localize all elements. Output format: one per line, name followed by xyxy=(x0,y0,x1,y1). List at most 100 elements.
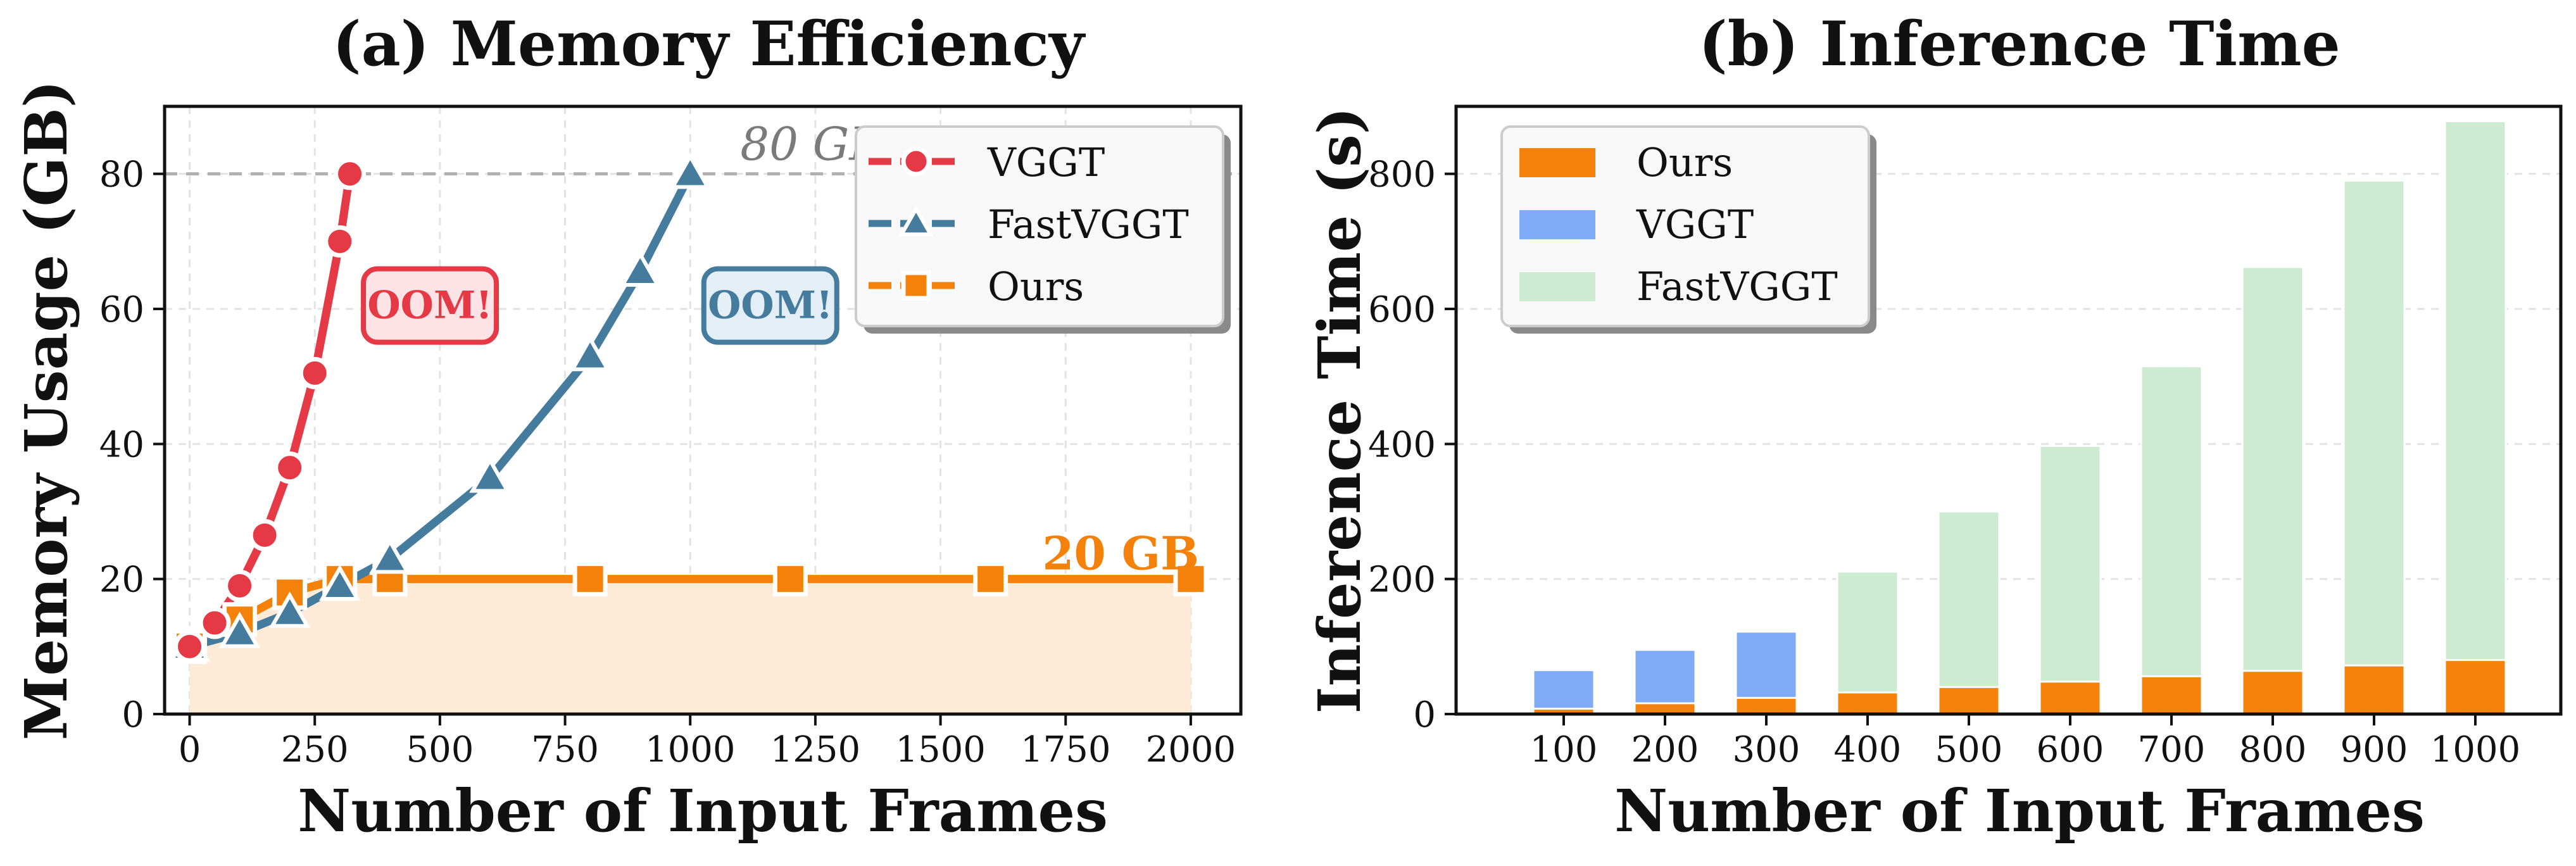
x-tick-label: 2000 xyxy=(1146,729,1236,770)
chart-a-y-ticks: 0 20 40 60 80 xyxy=(99,154,165,736)
data-point-vggt xyxy=(173,630,206,663)
chart-a-x-ticks: 0 250 500 750 1000 1250 1500 1750 2000 xyxy=(179,714,1236,770)
bar-ours xyxy=(1836,691,1899,715)
data-point-vggt xyxy=(334,158,367,191)
data-point-fastvggt xyxy=(669,153,712,189)
bar-ours xyxy=(1633,702,1697,715)
oom-badge-fastvggt-text: OOM! xyxy=(708,284,832,328)
data-point-fastvggt xyxy=(619,250,661,287)
bar-fastvggt xyxy=(2444,120,2507,715)
oom-badge-fastvggt-box xyxy=(701,266,839,345)
legend-b-swatch-fastvggt xyxy=(1519,272,1595,301)
bar-fastvggt xyxy=(2241,266,2304,715)
chart-b-title: (b) Inference Time xyxy=(1699,8,2340,80)
data-point-vggt xyxy=(298,356,331,389)
data-point-vggt xyxy=(223,569,256,602)
bar-fastvggt xyxy=(2342,179,2406,715)
oom-badge-vggt-text: OOM! xyxy=(367,284,492,328)
legend-a-item-ours xyxy=(869,270,964,301)
chart-a-ylabel: Memory Usage (GB) xyxy=(12,80,80,741)
x-tick-label: 0 xyxy=(179,729,201,770)
chart-a: (a) Memory Efficiency 0 250 500 750 1000 1250… xyxy=(12,8,1243,845)
chart-b-ylabel: Inference Time (s) xyxy=(1305,107,1374,714)
bar-ours xyxy=(1735,696,1798,715)
legend-a-label-ours: Ours xyxy=(988,263,1084,310)
data-point-vggt xyxy=(248,518,281,551)
x-tick-label: 1250 xyxy=(770,729,861,770)
bar-fastvggt xyxy=(2039,445,2102,715)
x-tick-label: 100 xyxy=(1530,729,1598,770)
x-tick-label: 600 xyxy=(2037,729,2104,770)
oom-badge-vggt-box xyxy=(361,266,499,345)
y-tick-label: 0 xyxy=(122,694,144,736)
x-tick-label: 700 xyxy=(2138,729,2206,770)
chart-b: (b) Inference Time 100 200 300 400 500 600 700… xyxy=(1305,8,2563,845)
legend-marker-sample xyxy=(898,204,934,237)
data-point-ours xyxy=(1173,562,1209,597)
data-point-ours xyxy=(772,562,808,597)
chart-b-y-ticks: 0 200 400 600 800 xyxy=(1368,154,1456,736)
y-tick-label: 800 xyxy=(1368,154,1436,196)
bar-ours xyxy=(2241,670,2304,715)
chart-b-x-ticks: 100 200 300 400 500 600 700 800 900 1000 xyxy=(1530,714,2521,770)
bar-ours xyxy=(2444,659,2507,715)
y-tick-label: 400 xyxy=(1368,424,1436,465)
legend-a-box xyxy=(855,125,1224,327)
x-tick-label: 1000 xyxy=(645,729,736,770)
data-point-fastvggt xyxy=(268,591,311,628)
x-tick-label: 1500 xyxy=(895,729,986,770)
y-tick-label: 20 xyxy=(99,560,144,601)
y-tick-label: 60 xyxy=(99,289,144,330)
bar-ours xyxy=(2342,664,2406,715)
legend-b-label-vggt: VGGT xyxy=(1636,201,1754,248)
chart-a-title: (a) Memory Efficiency xyxy=(332,8,1086,80)
data-point-vggt xyxy=(273,451,306,484)
data-point-vggt xyxy=(198,606,231,639)
bar-fastvggt xyxy=(1836,570,1899,715)
legend-marker-sample xyxy=(901,270,931,301)
annotation-20gb: 20 GB xyxy=(1042,526,1199,580)
data-point-fastvggt xyxy=(469,456,511,493)
bar-fastvggt xyxy=(2140,365,2203,715)
legend-marker-sample xyxy=(901,146,931,177)
legend-a-label-fastvggt: FastVGGT xyxy=(988,201,1189,248)
legend-a-item-fastvggt xyxy=(869,204,964,237)
data-point-fastvggt xyxy=(569,335,611,372)
x-tick-label: 200 xyxy=(1631,729,1699,770)
x-tick-label: 750 xyxy=(531,729,599,770)
legend-b-label-ours: Ours xyxy=(1637,139,1733,185)
data-point-fastvggt xyxy=(318,564,361,601)
bar-ours xyxy=(2140,675,2203,715)
x-tick-label: 800 xyxy=(2239,729,2307,770)
x-tick-label: 300 xyxy=(1733,729,1800,770)
legend-b-label-fastvggt: FastVGGT xyxy=(1637,263,1838,310)
data-point-ours xyxy=(572,562,608,597)
oom-badge-vggt: OOM! xyxy=(361,266,499,345)
data-point-vggt xyxy=(324,225,356,258)
x-tick-label: 400 xyxy=(1834,729,1902,770)
chart-a-xlabel: Number of Input Frames xyxy=(298,777,1108,845)
x-tick-label: 1750 xyxy=(1021,729,1111,770)
ours-fill-area xyxy=(189,579,1191,714)
bar-vggt xyxy=(1532,669,1595,715)
chart-a-frame xyxy=(163,104,1243,716)
y-tick-label: 40 xyxy=(99,424,144,465)
chart-a-series xyxy=(168,153,1209,664)
x-tick-label: 1000 xyxy=(2430,729,2521,770)
chart-b-legend: Ours VGGT FastVGGT xyxy=(1500,125,1876,334)
bar-ours xyxy=(1937,686,2001,715)
oom-badge-fastvggt: OOM! xyxy=(701,266,839,345)
chart-b-xlabel: Number of Input Frames xyxy=(1614,777,2425,845)
x-tick-label: 900 xyxy=(2340,729,2408,770)
data-point-fastvggt xyxy=(218,612,261,648)
bar-fastvggt xyxy=(1937,510,2001,715)
legend-b-swatch-vggt xyxy=(1519,210,1595,239)
legend-b-swatch-ours xyxy=(1519,148,1595,177)
y-tick-label: 80 xyxy=(99,154,144,196)
chart-a-legend: VGGT FastVGGT Ours xyxy=(855,125,1231,334)
bar-ours xyxy=(2039,681,2102,715)
data-point-ours xyxy=(973,562,1008,597)
chart-b-frame xyxy=(1454,104,2563,716)
y-tick-label: 600 xyxy=(1368,289,1436,330)
